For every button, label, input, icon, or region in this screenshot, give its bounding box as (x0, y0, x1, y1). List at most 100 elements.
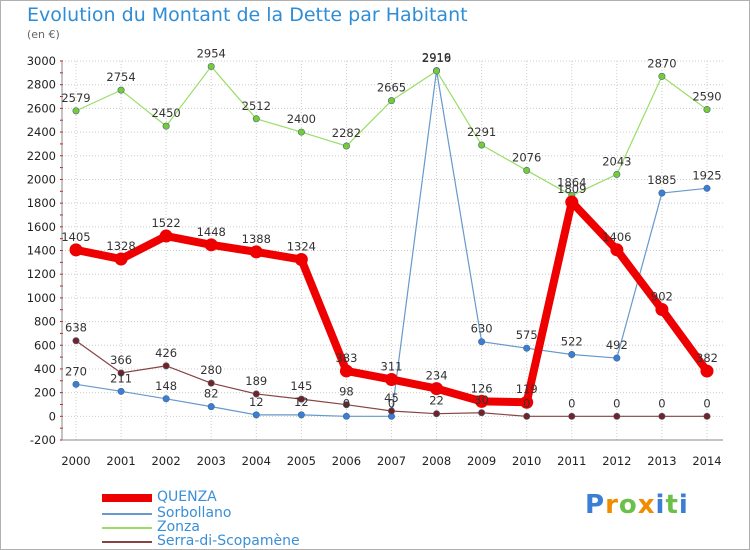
y-tick-label: 1200 (27, 267, 56, 281)
legend-item: QUENZA (102, 490, 217, 504)
data-label: 2400 (287, 112, 316, 126)
data-label: 2870 (647, 56, 676, 70)
data-point (207, 379, 215, 387)
data-label: 2754 (106, 70, 135, 84)
data-label: 2590 (692, 90, 721, 104)
data-point (339, 364, 353, 378)
data-label: 426 (155, 346, 177, 360)
data-label: 0 (523, 396, 530, 410)
data-point (72, 380, 80, 388)
data-label: 630 (471, 322, 493, 336)
data-label: 119 (516, 382, 538, 396)
data-point (342, 412, 350, 420)
data-point (523, 412, 531, 420)
data-point (207, 62, 215, 70)
data-point (162, 362, 170, 370)
y-tick-label: 800 (34, 315, 56, 329)
data-point (294, 253, 308, 267)
legend-item: Zonza (102, 520, 200, 534)
x-tick-label: 2002 (151, 454, 180, 468)
data-point (703, 106, 711, 114)
data-point (475, 394, 489, 408)
data-point (297, 395, 305, 403)
data-label: 1864 (557, 176, 586, 190)
y-tick-label: 2800 (27, 78, 56, 92)
data-point (433, 67, 441, 75)
data-point (433, 410, 441, 418)
data-point (568, 350, 576, 358)
logo-letter: t (665, 490, 679, 520)
data-point (159, 229, 173, 243)
data-label: 148 (155, 379, 177, 393)
data-label: 382 (696, 351, 718, 365)
x-tick-label: 2000 (61, 454, 90, 468)
data-label: 1328 (106, 239, 135, 253)
data-label: 2291 (467, 125, 496, 139)
data-point (207, 403, 215, 411)
data-point (658, 412, 666, 420)
legend-swatch (102, 540, 152, 543)
data-point (204, 238, 218, 252)
data-point (478, 409, 486, 417)
x-tick-label: 2014 (692, 454, 721, 468)
legend-swatch (102, 512, 152, 515)
data-label: 2919 (422, 51, 451, 65)
data-point (117, 86, 125, 94)
y-tick-label: 200 (34, 386, 56, 400)
legend-item: Sorbollano (102, 506, 231, 520)
data-point (162, 395, 170, 403)
logo-letter: i (678, 490, 689, 520)
data-point (342, 142, 350, 150)
data-label: 30 (474, 393, 489, 407)
logo-letter: i (655, 490, 666, 520)
y-tick-label: 1000 (27, 291, 56, 305)
data-point (69, 243, 83, 257)
data-point (613, 354, 621, 362)
data-point (387, 407, 395, 415)
data-point (523, 166, 531, 174)
data-label: 2450 (151, 106, 180, 120)
data-label: 0 (658, 396, 665, 410)
data-label: 270 (65, 364, 87, 378)
data-label: 902 (651, 289, 673, 303)
data-point (384, 372, 398, 386)
data-label: 22 (429, 394, 444, 408)
data-point (613, 412, 621, 420)
logo-letter: x (637, 490, 656, 520)
data-label: 126 (471, 381, 493, 395)
x-tick-label: 2005 (287, 454, 316, 468)
data-point (478, 141, 486, 149)
data-point (342, 401, 350, 409)
data-label: 2282 (332, 126, 361, 140)
data-label: 0 (613, 396, 620, 410)
logo-letter: P (585, 490, 606, 520)
data-point (249, 245, 263, 259)
data-label: 1522 (151, 216, 180, 230)
data-label: 189 (245, 374, 267, 388)
data-label: 45 (384, 391, 399, 405)
data-point (610, 243, 624, 257)
chart-title: Evolution du Montant de la Dette par Hab… (27, 4, 468, 26)
y-tick-label: 400 (34, 362, 56, 376)
data-label: 1406 (602, 230, 631, 244)
x-tick-label: 2007 (377, 454, 406, 468)
data-point (114, 252, 128, 266)
data-label: 0 (568, 396, 575, 410)
y-tick-label: 1400 (27, 244, 56, 258)
y-tick-label: 1600 (27, 220, 56, 234)
y-tick-label: -200 (30, 433, 56, 447)
legend-swatch (102, 526, 152, 529)
x-tick-label: 2009 (467, 454, 496, 468)
data-label: 211 (110, 371, 132, 385)
y-tick-label: 0 (49, 409, 56, 423)
data-label: 311 (381, 359, 403, 373)
data-label: 2043 (602, 154, 631, 168)
y-tick-label: 2000 (27, 172, 56, 186)
data-label: 575 (516, 328, 538, 342)
data-point (658, 72, 666, 80)
data-label: 12 (249, 395, 264, 409)
data-label: 522 (561, 334, 583, 348)
data-point (478, 338, 486, 346)
data-label: 0 (343, 396, 350, 410)
data-point (703, 184, 711, 192)
